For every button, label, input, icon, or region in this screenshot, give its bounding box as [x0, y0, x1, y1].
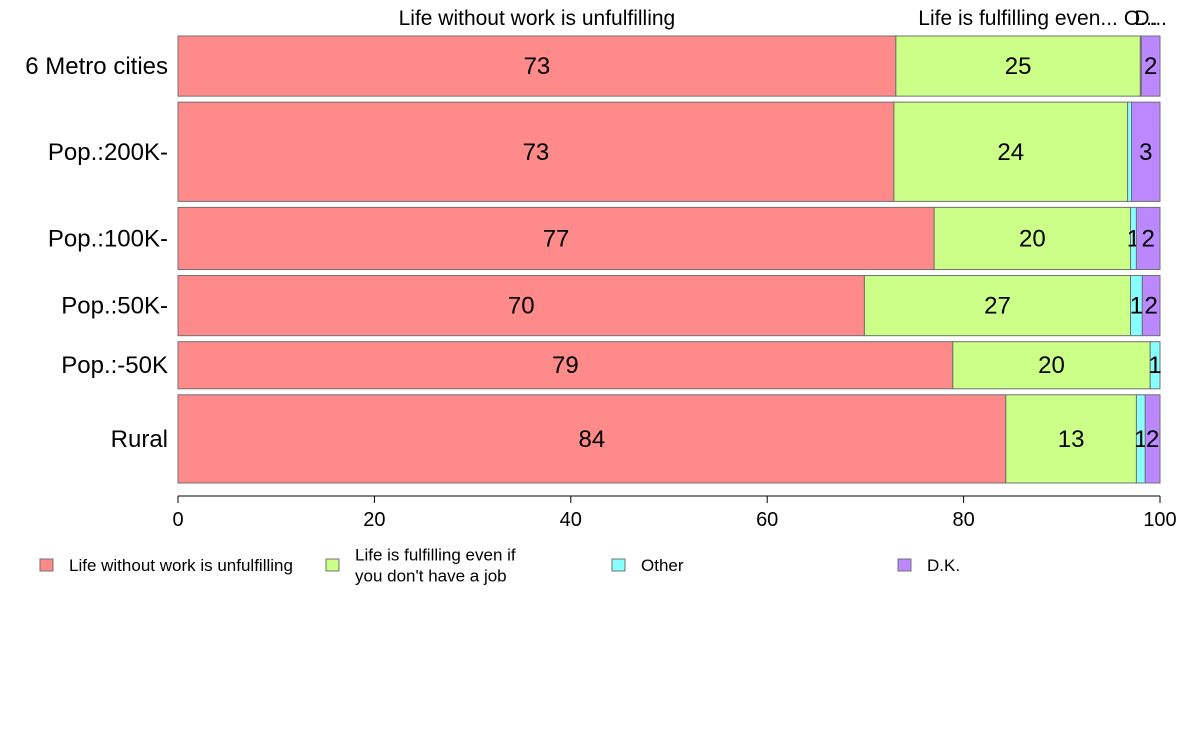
- bar-segment: [177, 206, 935, 271]
- category-label: 6 Metro cities: [25, 53, 168, 80]
- x-tick-label: 0: [172, 509, 183, 531]
- legend-label: you don't have a job: [355, 567, 507, 586]
- bar-segment: [1144, 394, 1161, 484]
- legend-label: Other: [641, 556, 684, 575]
- legend-swatch: [611, 558, 626, 572]
- category-label: Pop.:100K-: [48, 225, 168, 252]
- x-tick-label: 60: [756, 509, 778, 531]
- bar-segment: [863, 275, 1132, 337]
- bar-value-label: 25: [1005, 53, 1032, 80]
- bar-value-label: 24: [997, 139, 1024, 166]
- bar-value-label: 77: [543, 225, 570, 252]
- bar-segment: [1135, 206, 1161, 271]
- bar-value-label: 2: [1146, 426, 1159, 453]
- bar-value-label: 1: [1148, 352, 1161, 379]
- category-label: Pop.:200K-: [48, 139, 168, 166]
- bar-value-label: 2: [1142, 225, 1155, 252]
- legend: Life without work is unfulfilling Life is…: [39, 546, 960, 586]
- bar-segment: [177, 275, 865, 337]
- legend-label: D.K.: [927, 556, 960, 575]
- x-tick-label: 20: [363, 509, 385, 531]
- bar-value-label: 84: [579, 426, 606, 453]
- category-label: Rural: [111, 426, 168, 453]
- bar-segment: [1127, 101, 1133, 202]
- bar-value-label: 13: [1058, 426, 1085, 453]
- bar-value-label: 27: [984, 293, 1011, 320]
- category-label: Pop.:-50K: [61, 352, 168, 379]
- x-tick-label: 80: [952, 509, 974, 531]
- bar-segment: [1140, 35, 1161, 97]
- legend-swatch: [897, 558, 912, 572]
- bar-segment: [1141, 275, 1161, 337]
- bar-value-label: 20: [1019, 225, 1046, 252]
- legend-label: Life without work is unfulfilling: [69, 556, 293, 575]
- bar-segment: [895, 35, 1141, 97]
- bar-value-label: 2: [1144, 293, 1157, 320]
- bar-segment: [177, 341, 954, 390]
- bar-value-label: 70: [508, 293, 535, 320]
- bar-value-label: 73: [523, 139, 550, 166]
- x-tick-label: 100: [1143, 509, 1176, 531]
- bar-value-label: 79: [552, 352, 579, 379]
- top-label-0: Life without work is unfulfilling: [399, 7, 676, 30]
- top-labels: Life without work is unfulfilling Life is…: [399, 7, 1167, 30]
- top-label-1: Life is fulfilling even...: [918, 7, 1118, 30]
- legend-label: Life is fulfilling even if: [355, 546, 516, 565]
- bar-segment: [1131, 101, 1161, 202]
- bar-value-label: 20: [1038, 352, 1065, 379]
- bar-value-label: 3: [1139, 139, 1152, 166]
- bar-segment: [1149, 341, 1161, 390]
- bar-value-label: 1: [1134, 426, 1147, 453]
- legend-swatch: [325, 558, 340, 572]
- bar-value-label: 73: [524, 53, 551, 80]
- bar-value-label: 2: [1144, 53, 1157, 80]
- bar-segment: [177, 101, 895, 202]
- legend-swatch: [39, 558, 54, 572]
- bar-segment: [933, 206, 1132, 271]
- top-label-3: D...: [1134, 7, 1167, 30]
- bars: 6 Metro cities 73 25 2 Pop.:200K- 73 24 3 Pop.:1…: [25, 35, 1162, 484]
- top-label-2: O...: [1124, 7, 1158, 30]
- x-axis: 0 20 40 60 80 100: [172, 495, 1177, 531]
- category-label: Pop.:50K-: [61, 293, 168, 320]
- bar-value-label: 1: [1130, 293, 1143, 320]
- x-tick-label: 40: [560, 509, 582, 531]
